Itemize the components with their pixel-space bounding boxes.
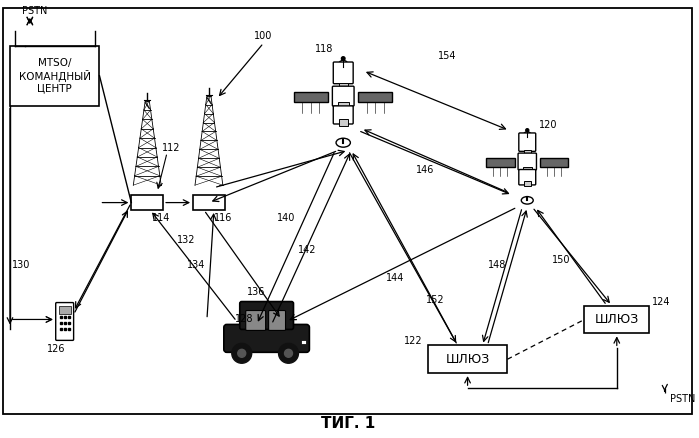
Bar [59, 306, 71, 314]
FancyBboxPatch shape [246, 311, 266, 330]
Bar [523, 167, 532, 173]
FancyBboxPatch shape [240, 302, 294, 329]
Text: 114: 114 [152, 213, 171, 223]
Bar [193, 195, 225, 210]
Text: 142: 142 [298, 245, 317, 255]
FancyBboxPatch shape [519, 133, 535, 152]
Text: 150: 150 [552, 255, 570, 265]
Bar [428, 345, 507, 373]
FancyBboxPatch shape [359, 92, 392, 102]
FancyBboxPatch shape [333, 86, 354, 106]
Circle shape [238, 350, 246, 357]
Text: 118: 118 [315, 44, 333, 54]
Ellipse shape [523, 132, 532, 142]
Text: PSTN: PSTN [670, 394, 695, 404]
Ellipse shape [521, 197, 533, 204]
Text: 132: 132 [177, 235, 196, 245]
Text: 144: 144 [386, 273, 405, 283]
FancyBboxPatch shape [268, 311, 285, 330]
Text: ШЛЮЗ: ШЛЮЗ [595, 313, 639, 326]
Text: 152: 152 [426, 295, 445, 304]
Text: 148: 148 [487, 260, 506, 270]
Text: 122: 122 [404, 336, 423, 346]
Bar [338, 102, 349, 110]
Bar [584, 306, 649, 333]
FancyBboxPatch shape [519, 170, 535, 185]
Circle shape [341, 57, 345, 60]
FancyBboxPatch shape [224, 325, 310, 352]
Text: 126: 126 [47, 344, 65, 354]
FancyBboxPatch shape [56, 303, 73, 340]
FancyBboxPatch shape [333, 106, 353, 124]
Bar [524, 181, 531, 186]
Text: 120: 120 [539, 120, 558, 131]
Bar [339, 120, 347, 126]
Circle shape [232, 343, 252, 363]
Circle shape [279, 343, 298, 363]
Ellipse shape [338, 60, 349, 73]
Text: 116: 116 [214, 213, 232, 223]
FancyBboxPatch shape [518, 153, 536, 170]
Text: 130: 130 [12, 260, 30, 270]
Text: 146: 146 [416, 165, 434, 175]
Text: MTSO/
КОМАНДНЫЙ
ЦЕНТР: MTSO/ КОМАНДНЫЙ ЦЕНТР [19, 58, 91, 94]
Text: 134: 134 [187, 260, 206, 270]
Text: 124: 124 [652, 297, 670, 307]
Text: 136: 136 [247, 286, 265, 297]
Text: 112: 112 [162, 143, 180, 153]
Text: ΤИГ. 1: ΤИГ. 1 [321, 416, 375, 431]
Bar [301, 340, 306, 344]
Text: 100: 100 [254, 31, 272, 41]
FancyBboxPatch shape [487, 158, 514, 167]
FancyBboxPatch shape [540, 158, 568, 167]
Text: PSTN: PSTN [22, 6, 48, 16]
Ellipse shape [336, 138, 350, 147]
FancyBboxPatch shape [333, 62, 353, 84]
Bar [131, 195, 163, 210]
Circle shape [526, 129, 528, 132]
Bar [524, 150, 531, 156]
FancyBboxPatch shape [294, 92, 328, 102]
Bar [339, 83, 347, 90]
Circle shape [284, 350, 292, 357]
Bar [10, 46, 99, 106]
Text: ШЛЮЗ: ШЛЮЗ [445, 353, 490, 366]
Text: 128: 128 [235, 314, 253, 325]
Text: 140: 140 [277, 213, 295, 223]
Text: 154: 154 [438, 51, 456, 61]
